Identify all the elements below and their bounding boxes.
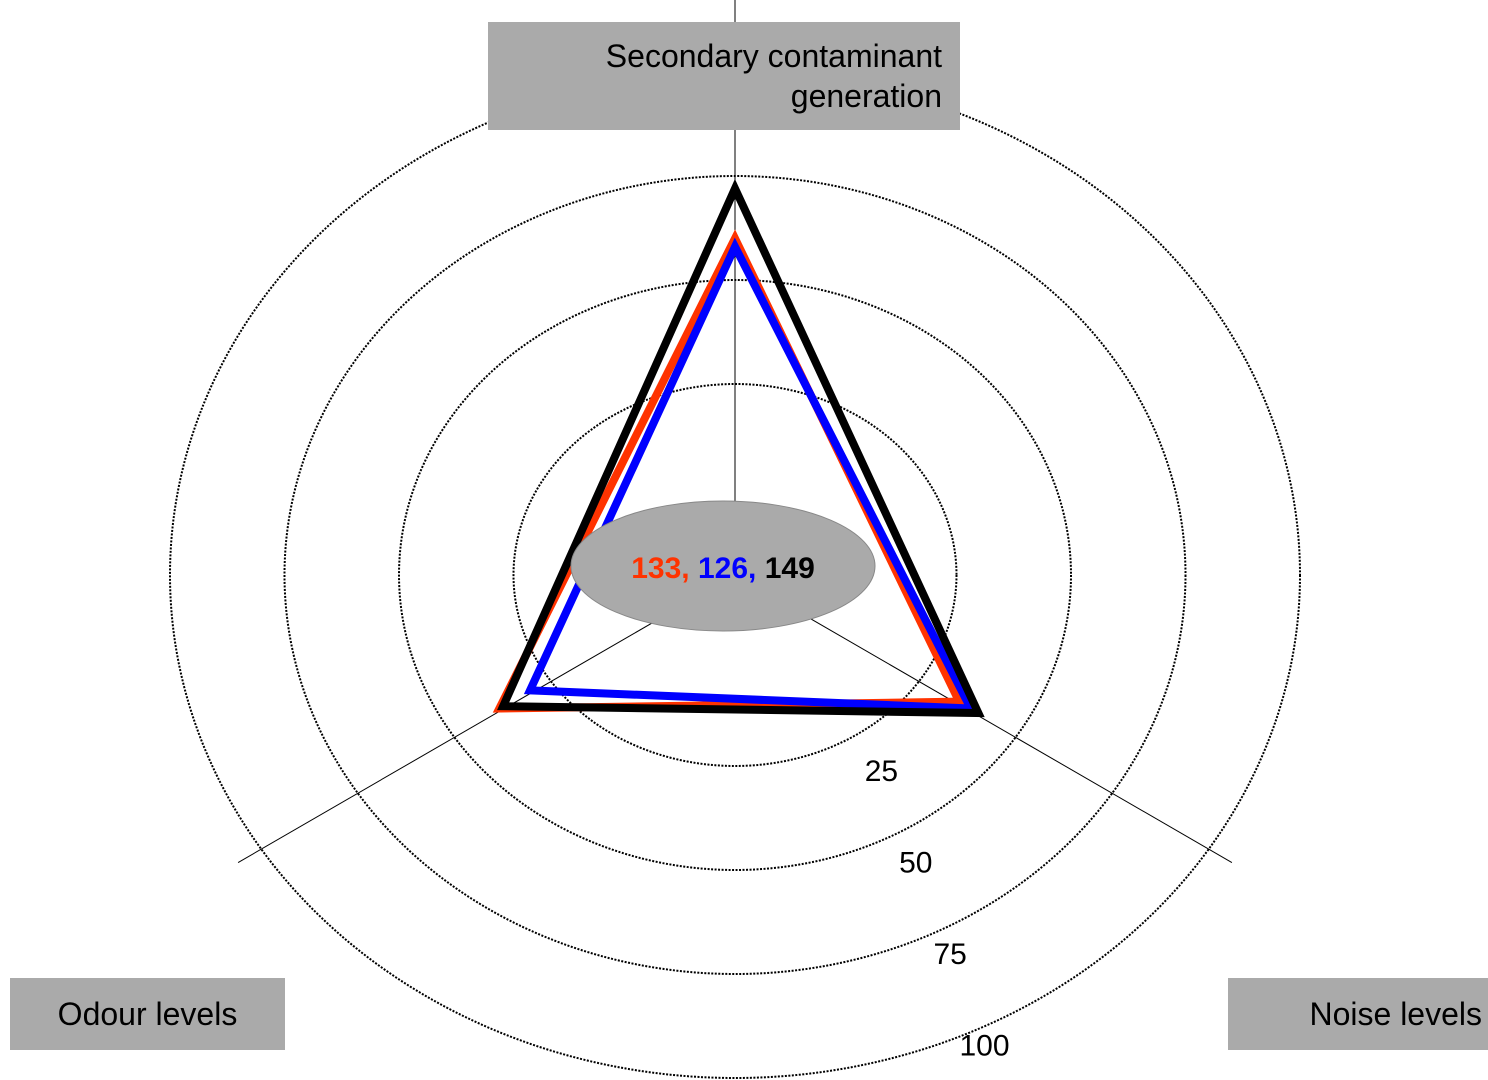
tick-label: 100 (959, 1030, 1009, 1063)
center-label: 133, 126, 149 (631, 552, 815, 585)
series-line (492, 229, 966, 713)
axis-label: Odour levels (10, 978, 285, 1050)
center-label-part: 133, (631, 552, 689, 585)
axis-label: Secondary contaminant generation (488, 22, 960, 130)
tick-label: 75 (933, 938, 966, 971)
series-line (497, 178, 985, 718)
axis-label: Noise levels (1228, 978, 1488, 1050)
center-hole (570, 500, 876, 632)
tick-label: 50 (899, 847, 932, 880)
center-label-part: 149 (765, 552, 815, 585)
grid-ring (512, 383, 958, 767)
tick-label: 25 (865, 755, 898, 788)
series-line (523, 237, 978, 713)
center-label-part: 126, (698, 552, 756, 585)
axis-spoke (734, 574, 1233, 863)
